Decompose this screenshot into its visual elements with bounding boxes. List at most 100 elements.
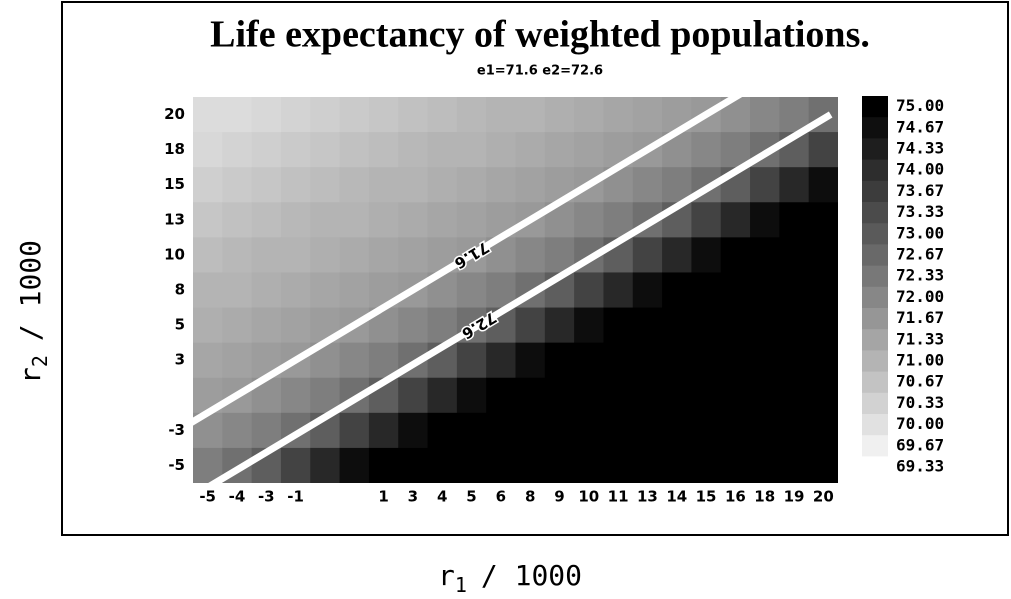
heat-cell bbox=[544, 377, 575, 414]
heat-cell bbox=[193, 167, 223, 203]
legend-label: 71.00 bbox=[896, 351, 944, 370]
heat-cell bbox=[691, 447, 722, 483]
x-label-sub: 1 bbox=[455, 573, 467, 597]
heat-cell bbox=[368, 412, 399, 449]
legend-swatch bbox=[862, 223, 888, 245]
legend-swatch bbox=[862, 286, 888, 309]
heat-cell bbox=[339, 272, 370, 309]
heat-cell bbox=[779, 307, 810, 344]
heat-cell bbox=[310, 237, 341, 274]
heat-cell bbox=[574, 202, 605, 238]
heat-cell bbox=[808, 132, 838, 168]
heat-cell bbox=[398, 132, 429, 168]
y-tick-label: 20 bbox=[164, 105, 185, 123]
heat-cell bbox=[398, 237, 429, 274]
legend-label: 72.33 bbox=[896, 266, 944, 285]
heat-cell bbox=[632, 307, 663, 344]
x-tick-label: 18 bbox=[754, 488, 775, 506]
x-tick-label: 1 bbox=[378, 488, 388, 506]
heat-cell bbox=[750, 202, 780, 238]
heat-cell bbox=[574, 272, 605, 309]
heat-cell bbox=[339, 97, 370, 133]
legend-swatch bbox=[862, 371, 888, 394]
heat-cell bbox=[456, 412, 487, 449]
legend-label: 73.33 bbox=[896, 202, 944, 221]
legend-swatch bbox=[862, 456, 888, 479]
heat-cell bbox=[603, 272, 634, 309]
heat-cell bbox=[662, 412, 693, 449]
heat-cell bbox=[368, 97, 399, 133]
y-label-sub: 2 bbox=[28, 355, 52, 367]
legend-swatch bbox=[862, 265, 888, 288]
heat-cell bbox=[427, 202, 458, 238]
heat-cell bbox=[398, 307, 429, 344]
heat-cell bbox=[427, 132, 458, 168]
heat-cell bbox=[339, 202, 370, 238]
heat-cell bbox=[193, 342, 223, 379]
heat-cell bbox=[750, 447, 780, 483]
heat-cell bbox=[779, 272, 810, 309]
heat-cell bbox=[779, 237, 810, 274]
legend-swatch bbox=[862, 117, 888, 139]
heat-cell bbox=[398, 412, 429, 449]
y-tick-label: 5 bbox=[175, 316, 185, 334]
heat-cell bbox=[808, 412, 838, 449]
heat-cell bbox=[515, 237, 546, 274]
heat-cell bbox=[574, 342, 605, 379]
heat-cell bbox=[193, 237, 223, 274]
heat-cell bbox=[310, 272, 341, 309]
heat-cell bbox=[574, 447, 605, 483]
heat-cell bbox=[486, 377, 517, 414]
legend-label: 74.00 bbox=[896, 160, 944, 179]
x-tick-label: 16 bbox=[725, 488, 746, 506]
x-tick-label: 6 bbox=[496, 488, 506, 506]
heat-cell bbox=[720, 377, 751, 414]
heat-cell bbox=[280, 202, 311, 238]
heat-cell bbox=[398, 447, 429, 483]
heat-cell bbox=[544, 412, 575, 449]
heat-cell bbox=[222, 167, 253, 203]
heat-cell bbox=[222, 237, 253, 274]
heat-cell bbox=[310, 447, 341, 483]
heat-cell bbox=[193, 132, 223, 168]
heat-cell bbox=[427, 447, 458, 483]
heat-cell bbox=[280, 377, 311, 414]
heat-cell bbox=[280, 447, 311, 483]
legend-swatch bbox=[862, 244, 888, 267]
heat-cell bbox=[808, 202, 838, 238]
heat-cell bbox=[193, 97, 223, 133]
chart-subtitle: e1=71.6 e2=72.6 bbox=[477, 64, 603, 79]
legend-swatch bbox=[862, 202, 888, 224]
heat-cell bbox=[222, 342, 253, 379]
legend-label: 70.33 bbox=[896, 393, 944, 412]
y-tick-label: 15 bbox=[164, 175, 185, 193]
legend-swatch bbox=[862, 329, 888, 351]
x-tick-label: -5 bbox=[199, 488, 216, 506]
heat-cell bbox=[456, 202, 487, 238]
heat-cell bbox=[339, 447, 370, 483]
heatmap: 71.672.6 bbox=[193, 97, 838, 483]
heat-cell bbox=[808, 237, 838, 274]
y-label-rest: / 1000 bbox=[14, 240, 47, 341]
heat-cell bbox=[691, 272, 722, 309]
contour-line bbox=[193, 97, 743, 426]
heat-cell bbox=[808, 342, 838, 379]
heat-cell bbox=[720, 447, 751, 483]
legend-swatch bbox=[862, 350, 888, 373]
legend-label: 72.00 bbox=[896, 287, 944, 306]
heat-cell bbox=[339, 167, 370, 203]
legend-label: 73.00 bbox=[896, 223, 944, 242]
heat-cell bbox=[310, 97, 341, 133]
heat-cell bbox=[280, 307, 311, 344]
heat-cell bbox=[750, 412, 780, 449]
heat-cell bbox=[750, 167, 780, 203]
heat-cell bbox=[456, 342, 487, 379]
heat-cell bbox=[222, 97, 253, 133]
heat-cell bbox=[280, 272, 311, 309]
legend-swatch bbox=[862, 308, 888, 330]
heat-cell bbox=[720, 237, 751, 274]
heat-cell bbox=[251, 97, 282, 133]
x-tick-label: 13 bbox=[637, 488, 658, 506]
heat-cell bbox=[368, 132, 399, 168]
